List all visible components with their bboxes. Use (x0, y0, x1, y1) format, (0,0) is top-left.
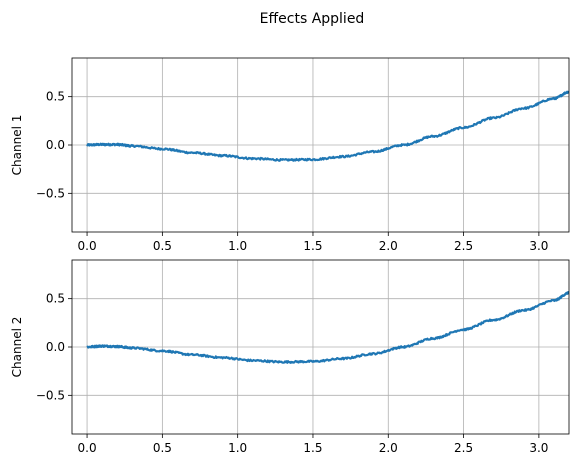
y-tick-label: 0.0 (46, 138, 65, 152)
x-tick-label: 3.0 (529, 239, 548, 253)
x-tick-label: 0.0 (78, 239, 97, 253)
x-tick-label: 1.0 (228, 239, 247, 253)
x-tick-label: 0.0 (78, 441, 97, 455)
y-tick-label: −0.5 (36, 186, 65, 200)
series-line (86, 290, 569, 364)
x-tick-label: 1.0 (228, 441, 247, 455)
x-tick-label: 0.5 (153, 441, 172, 455)
y-tick-label: 0.0 (46, 340, 65, 354)
figure-title: Effects Applied (260, 11, 365, 27)
y-tick-label: 0.5 (46, 292, 65, 306)
series-line (86, 90, 569, 162)
subplots: 0.0 0.5 1.0 1.5 2.0 2.5 3.0 0.5 0.0 −0.5 Channel 1… (10, 57, 570, 455)
y-tick-label: 0.5 (46, 90, 65, 104)
x-tick-label: 1.5 (303, 441, 322, 455)
x-tick-label: 2.5 (454, 239, 473, 253)
y-tick-label: −0.5 (36, 388, 65, 402)
x-tick-label: 3.0 (529, 441, 548, 455)
y-axis-label: Channel 2 (10, 317, 24, 378)
x-tick-label: 2.0 (379, 239, 398, 253)
y-axis-label: Channel 1 (10, 115, 24, 176)
x-tick-label: 2.5 (454, 441, 473, 455)
x-tick-label: 2.0 (379, 441, 398, 455)
x-tick-label: 1.5 (303, 239, 322, 253)
x-tick-label: 0.5 (153, 239, 172, 253)
subplot-2: 0.0 0.5 1.0 1.5 2.0 2.5 3.0 0.5 0.0 −0.5 Channel 2 (10, 259, 570, 455)
subplot-1: 0.0 0.5 1.0 1.5 2.0 2.5 3.0 0.5 0.0 −0.5 Channel 1 (10, 57, 570, 253)
